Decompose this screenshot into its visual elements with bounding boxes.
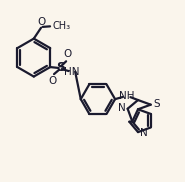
Text: O: O [37,17,45,27]
Text: NH: NH [119,91,134,101]
Text: N: N [140,128,148,138]
Text: O: O [63,49,71,59]
Text: O: O [49,76,57,86]
Text: CH₃: CH₃ [52,21,70,31]
Text: HN: HN [64,67,80,77]
Text: N: N [118,103,125,113]
Text: S: S [153,99,159,109]
Text: S: S [56,62,65,74]
